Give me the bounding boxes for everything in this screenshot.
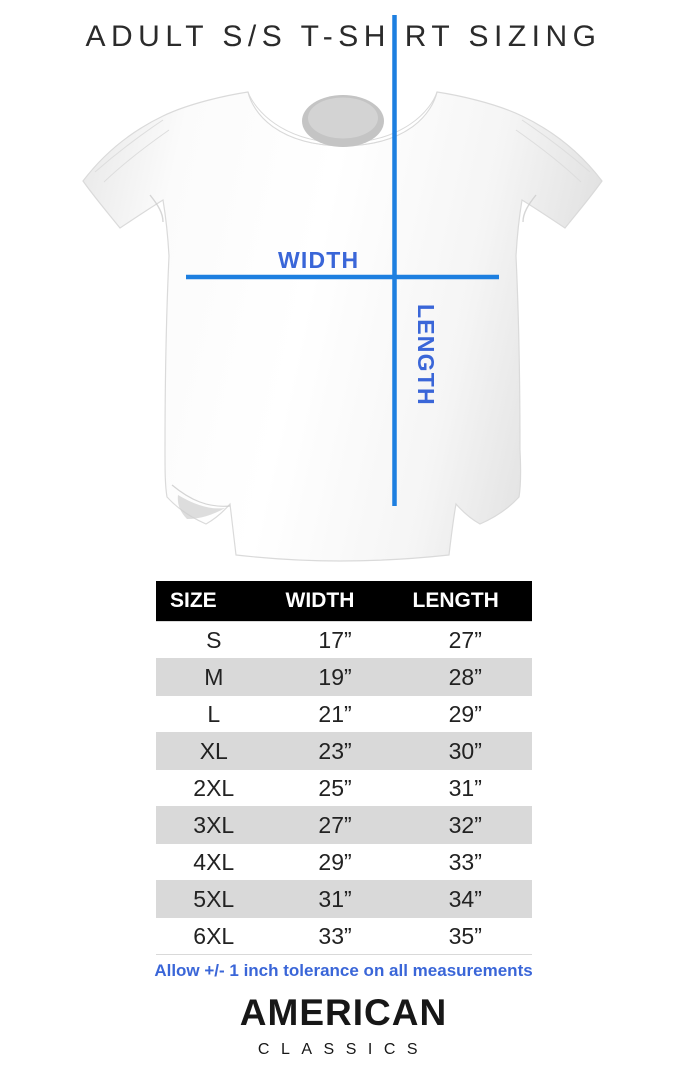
svg-text:LENGTH: LENGTH <box>413 304 439 406</box>
svg-text:WIDTH: WIDTH <box>278 247 359 273</box>
